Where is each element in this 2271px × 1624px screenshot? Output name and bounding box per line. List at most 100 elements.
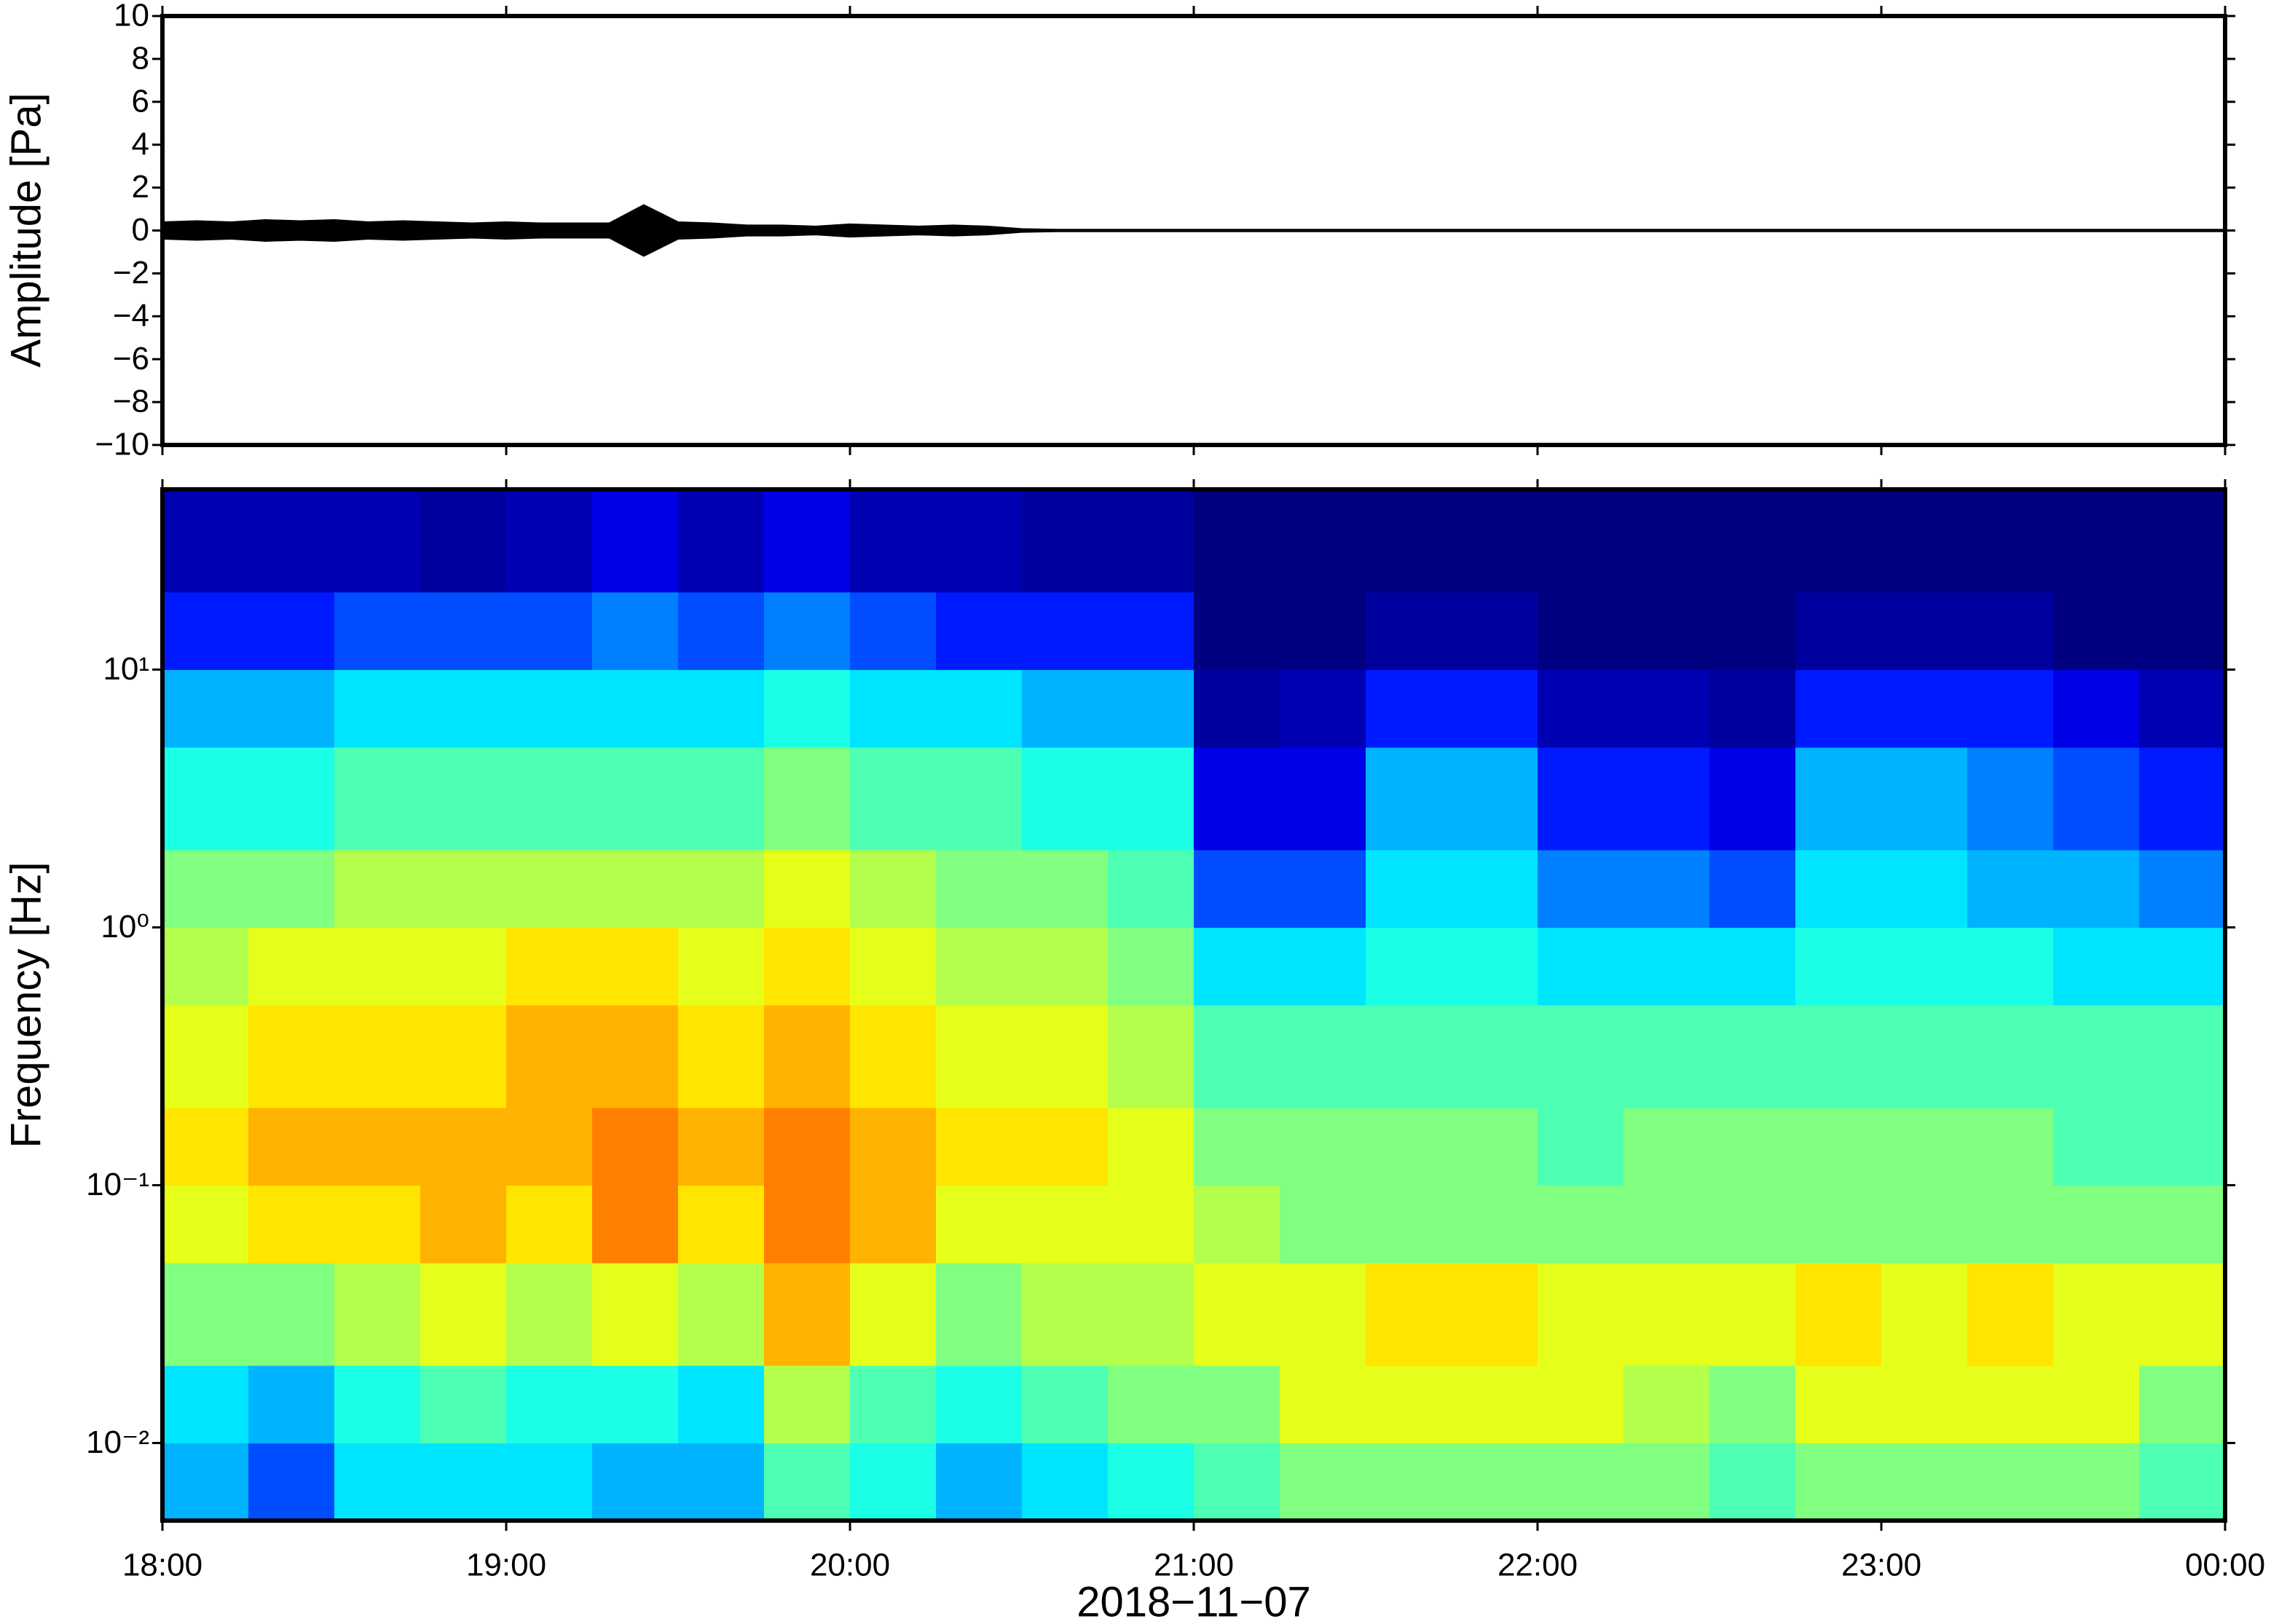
spectrogram-cell <box>936 1365 1023 1444</box>
spectrogram-cell <box>764 927 851 1006</box>
spectrogram-cell <box>334 1365 421 1444</box>
spectrogram-cell <box>1194 1107 1280 1186</box>
spectrogram-cell <box>1194 489 1280 593</box>
spectrogram-cell <box>850 1443 937 1521</box>
spectrogram-cell <box>1022 1263 1109 1366</box>
y-tick-label: 10⁻² <box>86 1424 149 1460</box>
spectrogram-cell <box>2139 1005 2226 1108</box>
y-tick-label: 0 <box>132 212 149 248</box>
spectrogram-cell <box>2053 1107 2140 1186</box>
spectrogram-cell <box>2139 1443 2226 1521</box>
spectrogram-cell <box>248 1263 335 1366</box>
spectrogram-cell <box>592 1365 679 1444</box>
spectrogram-cell <box>1881 849 1968 929</box>
spectrogram-cell <box>506 849 593 929</box>
spectrogram-cell <box>592 591 679 671</box>
spectrogram-cell <box>1538 489 1624 593</box>
spectrogram-cell <box>506 1365 593 1444</box>
spectrogram-cell <box>1366 927 1452 1006</box>
y-tick-label: −4 <box>113 298 149 334</box>
spectrogram-cell <box>1709 1005 1796 1108</box>
spectrogram-cell <box>1280 1263 1366 1366</box>
spectrogram-cell <box>764 1107 851 1186</box>
spectrogram-cell <box>334 747 421 851</box>
spectrogram-cell <box>1194 1443 1280 1521</box>
spectrogram-cell <box>1022 669 1109 748</box>
spectrogram-cell <box>248 1005 335 1108</box>
spectrogram-cell <box>1881 1005 1968 1108</box>
spectrogram-cell <box>1108 1005 1194 1108</box>
spectrogram-cell <box>334 1107 421 1186</box>
spectrogram-cell <box>1967 1185 2054 1264</box>
spectrogram-cell <box>764 669 851 748</box>
spectrogram-cell <box>850 669 937 748</box>
spectrogram-cell <box>506 1107 593 1186</box>
spectrogram-cell <box>1967 1005 2054 1108</box>
spectrogram-cell <box>678 1107 765 1186</box>
x-tick-label: 22:00 <box>1497 1548 1578 1583</box>
spectrogram-cell <box>1452 1107 1538 1186</box>
spectrogram-cell <box>1623 1107 1710 1186</box>
y-tick-label: 10 <box>114 0 149 33</box>
spectrogram-cell <box>1623 591 1710 671</box>
spectrogram-cell <box>1709 489 1796 593</box>
spectrogram-cell <box>678 1185 765 1264</box>
spectrogram-cell <box>764 1263 851 1366</box>
y-tick-label: −6 <box>113 341 149 377</box>
spectrogram-cell <box>1538 1365 1624 1444</box>
spectrogram-cell <box>678 927 765 1006</box>
spectrogram-cell <box>1538 849 1624 929</box>
spectrogram-cell <box>420 1365 507 1444</box>
spectrogram-cell <box>1108 669 1194 748</box>
spectrogram-cell <box>2053 1263 2140 1366</box>
spectrogram-cell <box>1452 591 1538 671</box>
spectrogram-cell <box>1538 1005 1624 1108</box>
spectrogram-cell <box>764 747 851 851</box>
spectrogram-cell <box>764 1005 851 1108</box>
spectrogram-cell <box>162 747 249 851</box>
spectrogram-cell <box>1623 1263 1710 1366</box>
spectrogram-cell <box>506 1443 593 1521</box>
spectrogram-cell <box>1194 669 1280 748</box>
spectrogram-cell <box>1709 849 1796 929</box>
spectrogram-cell <box>420 1185 507 1264</box>
spectrogram-cell <box>592 849 679 929</box>
spectrogram-cell <box>2053 1005 2140 1108</box>
waveform <box>162 204 2226 257</box>
spectrogram-cell <box>2139 927 2226 1006</box>
spectrogram-cell <box>1538 1263 1624 1366</box>
spectrogram-cell <box>248 747 335 851</box>
spectrogram-cell <box>506 927 593 1006</box>
spectrogram-cell <box>1967 1263 2054 1366</box>
spectrogram-cell <box>1452 927 1538 1006</box>
spectrogram-cell <box>678 747 765 851</box>
spectrogram-cell <box>936 489 1023 593</box>
spectrogram-cell <box>1623 927 1710 1006</box>
spectrogram-cell <box>420 1443 507 1521</box>
y-tick-label: −8 <box>113 384 149 419</box>
spectrogram-cell <box>1022 1107 1109 1186</box>
spectrogram-cell <box>1538 1107 1624 1186</box>
spectrogram-cell <box>1366 747 1452 851</box>
spectrogram-cell <box>2139 669 2226 748</box>
spectrogram-cell <box>1709 1365 1796 1444</box>
spectrogram-cell <box>162 1107 249 1186</box>
spectrogram-cell <box>1280 489 1366 593</box>
spectrogram-cell <box>1366 1263 1452 1366</box>
spectrogram-cell <box>678 1365 765 1444</box>
spectrogram-cell <box>764 591 851 671</box>
spectrogram-cell <box>506 591 593 671</box>
spectrogram-cell <box>248 1365 335 1444</box>
y-tick-label: 10⁰ <box>101 909 149 945</box>
spectrogram-cell <box>2053 1365 2140 1444</box>
spectrogram-cell <box>1795 849 1882 929</box>
spectrogram-cell <box>1709 1443 1796 1521</box>
spectrogram-cell <box>1108 1263 1194 1366</box>
spectrogram-cell <box>1108 849 1194 929</box>
spectrogram-cell <box>1366 1005 1452 1108</box>
spectrogram-cell <box>764 1443 851 1521</box>
spectrogram-cell <box>1194 1005 1280 1108</box>
spectrogram-cell <box>2053 1185 2140 1264</box>
spectrogram-cell <box>420 1107 507 1186</box>
